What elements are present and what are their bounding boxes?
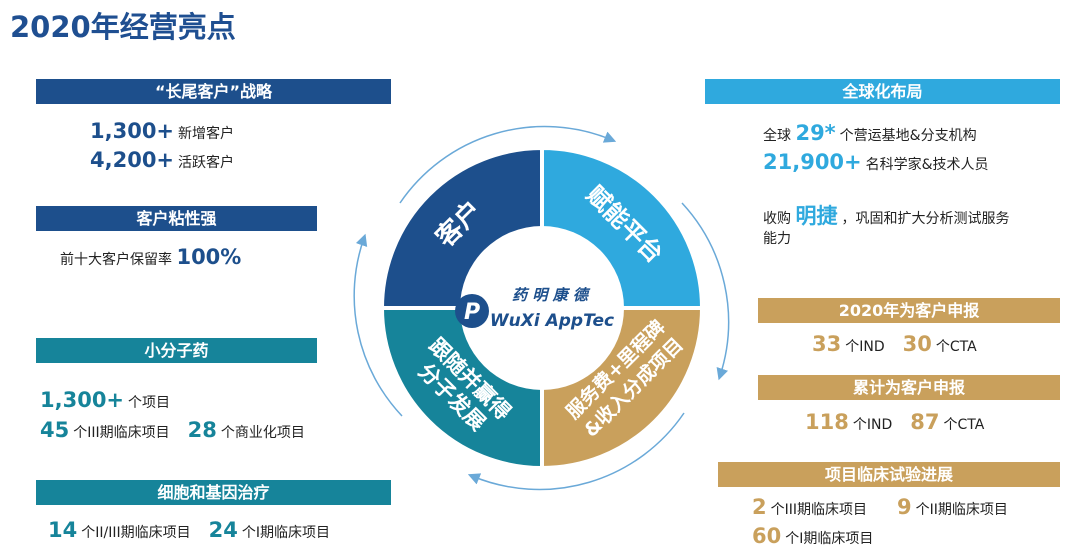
cgt-phase1-value: 24 — [208, 518, 238, 542]
global-sites-prefix: 全球 — [763, 128, 791, 144]
page-title: 2020年经营亮点 — [10, 10, 236, 44]
sm-projects-row: 1,300+ 个项目 — [40, 388, 170, 412]
active-customers-row: 4,200+ 活跃客户 — [90, 148, 234, 172]
wuxi-apptec-logo: P 药 明 康 德 WuXi AppTec — [455, 286, 614, 331]
global-banner: 全球化布局 — [705, 79, 1060, 104]
filing-2020-row: 33 个IND 30 个CTA — [812, 332, 977, 356]
clinical-phase2-label: 个II期临床项目 — [915, 502, 1008, 518]
filing-total-cta-value: 87 — [910, 410, 940, 434]
filing-2020-cta-value: 30 — [902, 332, 932, 356]
stickiness-banner: 客户粘性强 — [36, 206, 317, 231]
sm-commercial-label: 个商业化项目 — [220, 425, 305, 441]
cgt-phase23-value: 14 — [48, 518, 78, 542]
wheel-center — [460, 226, 624, 390]
new-customers-row: 1,300+ 新增客户 — [90, 119, 234, 143]
cgt-phase1-label: 个I期临床项目 — [241, 525, 330, 541]
sm-phase3-label: 个III期临床项目 — [73, 425, 170, 441]
acquisition-prefix: 收购 — [763, 211, 791, 227]
acquisition-value: 明捷 — [795, 204, 838, 228]
retention-value: 100% — [176, 245, 242, 269]
acquisition-row: 收购 明捷 ，巩固和扩大分析测试服务 — [763, 200, 1009, 230]
clinical-row-2: 60 个I期临床项目 — [752, 524, 873, 548]
clinical-phase1-value: 60 — [752, 524, 782, 548]
logo-mark: P — [464, 300, 480, 325]
new-customers-value: 1,300+ — [90, 119, 175, 143]
sm-projects-label: 个项目 — [128, 395, 171, 411]
filing-total-ind-value: 118 — [805, 410, 849, 434]
cell-gene-banner: 细胞和基因治疗 — [36, 480, 391, 505]
clinical-phase1-label: 个I期临床项目 — [785, 531, 874, 547]
clinical-phase3-value: 2 — [752, 495, 767, 519]
retention-row: 前十大客户保留率 100% — [60, 245, 245, 269]
clinical-banner: 项目临床试验进展 — [718, 462, 1060, 487]
logo-en: WuXi AppTec — [490, 311, 614, 331]
clinical-phase2-value: 9 — [897, 495, 912, 519]
cycle-arrow-left — [353, 233, 403, 417]
cycle-arrow-bottom — [467, 412, 685, 491]
filing-2020-ind-label: 个IND — [845, 339, 885, 355]
cgt-phase23-label: 个II/III期临床项目 — [81, 525, 191, 541]
global-sites-value: 29* — [795, 121, 836, 145]
active-customers-label: 活跃客户 — [178, 155, 235, 171]
filing-total-banner: 累计为客户申报 — [758, 375, 1060, 400]
sm-phase3-value: 45 — [40, 418, 70, 442]
global-sites-row: 全球 29* 个营运基地&分支机构 — [763, 121, 977, 145]
scientists-row: 21,900+ 名科学家&技术人员 — [763, 150, 989, 174]
sm-projects-value: 1,300+ — [40, 388, 125, 412]
retention-label: 前十大客户保留率 — [60, 252, 172, 268]
filing-total-row: 118 个IND 87 个CTA — [805, 410, 984, 434]
active-customers-value: 4,200+ — [90, 148, 175, 172]
sm-phase-row: 45 个III期临床项目 28 个商业化项目 — [40, 418, 305, 442]
filing-2020-banner: 2020年为客户申报 — [758, 298, 1060, 323]
acquisition-line-2: 能力 — [763, 231, 791, 247]
filing-2020-ind-value: 33 — [812, 332, 842, 356]
business-model-wheel: P 药 明 康 德 WuXi AppTec 客户 赋能平台 跟随并赢得 分子发展… — [353, 125, 730, 491]
acquisition-label: ，巩固和扩大分析测试服务 — [841, 211, 1010, 227]
cycle-arrow-right — [681, 202, 730, 381]
filing-2020-cta-label: 个CTA — [935, 339, 977, 355]
long-tail-banner: “长尾客户”战略 — [36, 79, 391, 104]
filing-total-ind-label: 个IND — [852, 417, 893, 433]
scientists-value: 21,900+ — [763, 150, 862, 174]
logo-cn: 药 明 康 德 — [512, 286, 591, 304]
scientists-label: 名科学家&技术人员 — [865, 157, 989, 173]
global-sites-label: 个营运基地&分支机构 — [839, 128, 977, 144]
logo-mark-icon — [455, 294, 489, 328]
filing-total-cta-label: 个CTA — [943, 417, 985, 433]
new-customers-label: 新增客户 — [178, 126, 235, 142]
clinical-phase3-label: 个III期临床项目 — [770, 502, 868, 518]
small-molecule-banner: 小分子药 — [36, 338, 317, 363]
sm-commercial-value: 28 — [187, 418, 217, 442]
cgt-row: 14 个II/III期临床项目 24 个I期临床项目 — [48, 518, 330, 542]
cycle-arrow-top — [399, 125, 617, 204]
clinical-row-1: 2 个III期临床项目 9 个II期临床项目 — [752, 495, 1008, 519]
